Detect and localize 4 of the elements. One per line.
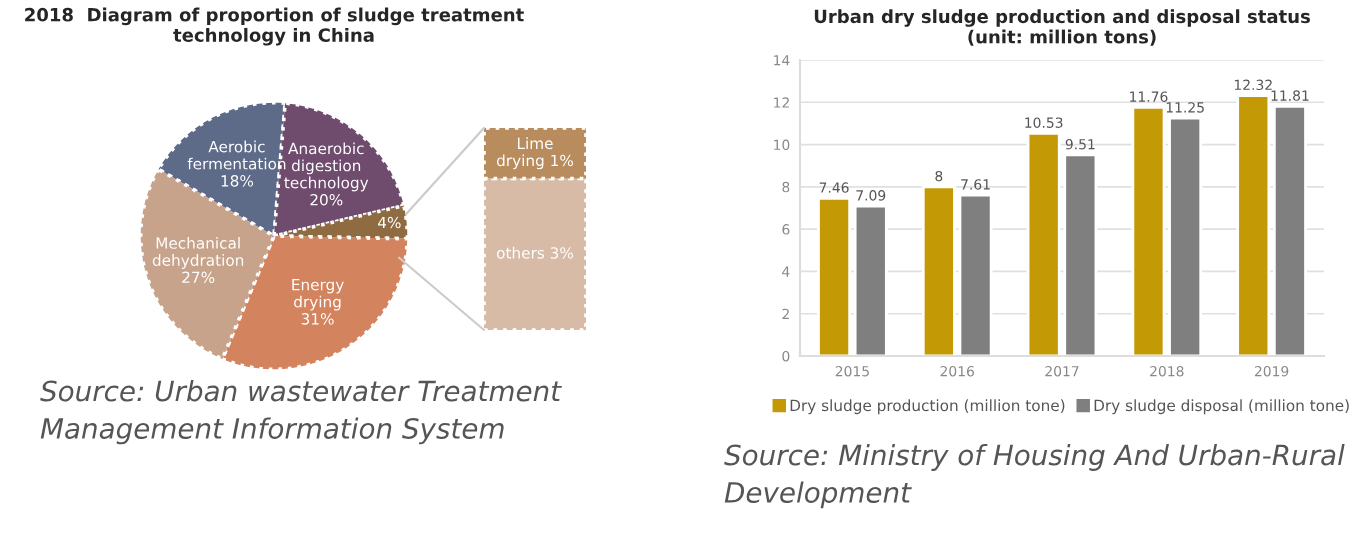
chart-title: 2018 Diagram of proportion of sludge treatment technology in China [25, 7, 524, 46]
source-note: Source: Urban wastewater Treatment Management Information System [40, 380, 562, 445]
source-note: Source: Ministry of Housing And Urban-Rural Development [724, 444, 1345, 509]
chart-title: Urban dry sludge production and disposal status (unit: million tons) [814, 9, 1310, 46]
